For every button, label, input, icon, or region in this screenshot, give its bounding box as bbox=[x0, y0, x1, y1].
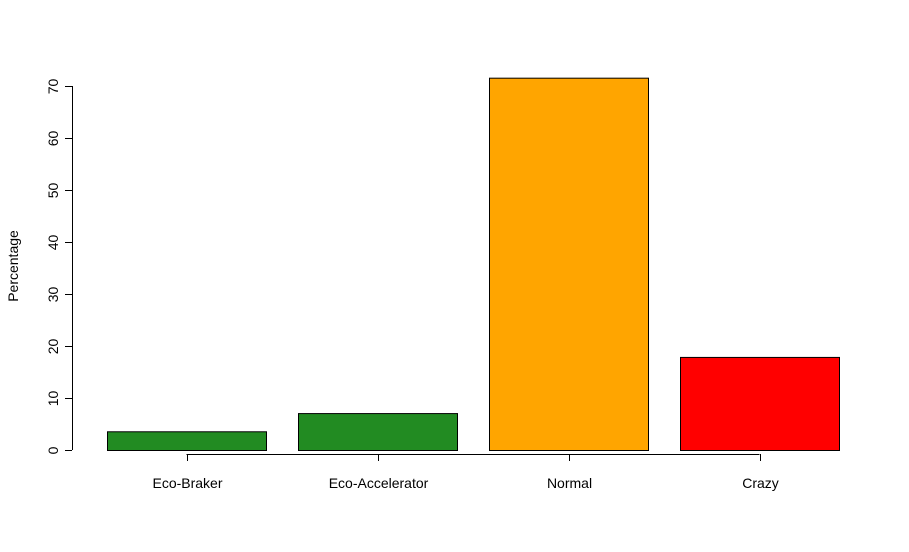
bars-group bbox=[107, 77, 840, 452]
y-tick-label: 50 bbox=[45, 183, 61, 199]
y-tick-label: 0 bbox=[45, 446, 61, 454]
y-tick-label: 10 bbox=[45, 391, 61, 407]
bar-crazy bbox=[680, 356, 840, 452]
y-tick-label: 30 bbox=[45, 287, 61, 303]
y-tick-label: 60 bbox=[45, 131, 61, 147]
y-axis-title: Percentage bbox=[5, 230, 21, 302]
bar-eco-accelerator bbox=[298, 413, 458, 451]
y-tick-label: 40 bbox=[45, 235, 61, 251]
y-tick-label: 70 bbox=[45, 79, 61, 95]
x-tick-label-crazy: Crazy bbox=[742, 475, 779, 491]
y-axis: 0 10 20 30 40 50 60 70 bbox=[45, 79, 73, 454]
x-tick-label-eco-accelerator: Eco-Accelerator bbox=[329, 475, 429, 491]
x-axis: Eco-Braker Eco-Accelerator Normal Crazy bbox=[152, 454, 779, 491]
bar-normal bbox=[489, 77, 649, 452]
x-tick-label-normal: Normal bbox=[547, 475, 592, 491]
y-tick-label: 20 bbox=[45, 339, 61, 355]
x-tick-label-eco-braker: Eco-Braker bbox=[152, 475, 222, 491]
bar-eco-braker bbox=[107, 431, 267, 451]
